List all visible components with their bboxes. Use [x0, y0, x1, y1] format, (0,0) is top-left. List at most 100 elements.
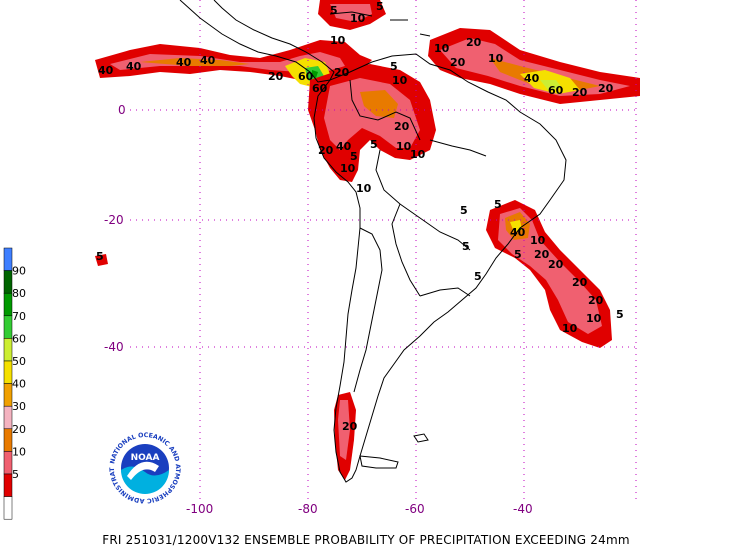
legend-swatch — [3, 496, 13, 520]
contour-label: 20 — [318, 144, 334, 157]
contour-label: 10 — [586, 312, 602, 325]
legend-swatch — [3, 360, 13, 384]
legend-swatch — [3, 405, 13, 430]
contour-label: 20 — [572, 86, 588, 99]
legend-swatch — [3, 247, 13, 271]
contour-label: 10 — [434, 42, 450, 55]
legend-label: 5 — [12, 468, 19, 481]
contour-label: 40 — [524, 72, 540, 85]
legend-swatch — [3, 270, 13, 294]
contour-label: 40 — [176, 56, 192, 69]
lat-label-40s: -40 — [104, 340, 124, 354]
contour-label: 20 — [572, 276, 588, 289]
contour-label: 20 — [334, 66, 350, 79]
contour-label: 20 — [534, 248, 550, 261]
contour-label: 5 — [494, 198, 502, 211]
legend-swatch — [3, 338, 13, 362]
legend-label: 40 — [12, 378, 26, 391]
contour-label: 40 — [510, 226, 526, 239]
longitude-labels: -100 -80 -60 -40 — [186, 502, 533, 516]
lon-label-80w: -80 — [298, 502, 318, 516]
lon-label-40w: -40 — [513, 502, 533, 516]
contour-label: 5 — [350, 150, 358, 163]
noaa-logo: NATIONAL OCEANIC AND ATMOSPHERIC ADMINIS… — [104, 427, 186, 509]
falkland-islands — [413, 433, 429, 443]
contour-label: 5 — [474, 270, 482, 283]
legend-swatch — [3, 451, 13, 475]
contour-labels: 5 10 5 10 10 20 40 40 40 40 20 60 20 60 … — [96, 0, 624, 433]
contour-label: 10 — [350, 12, 366, 25]
country-borders — [349, 79, 487, 393]
contour-label: 5 — [462, 240, 470, 253]
contour-label: 10 — [396, 140, 412, 153]
legend-swatch — [3, 292, 13, 317]
contour-label: 20 — [394, 120, 410, 133]
contour-label: 10 — [530, 234, 546, 247]
contour-label: 5 — [370, 138, 378, 151]
legend-label: 30 — [12, 400, 26, 413]
noaa-bird-icon — [127, 461, 159, 480]
contour-label: 5 — [390, 60, 398, 73]
precip-area-pacific-band-core — [140, 58, 250, 66]
lat-label-0: 0 — [118, 103, 126, 117]
contour-label: 10 — [562, 322, 578, 335]
precip-area-colombia-inner — [324, 78, 420, 150]
legend-swatch — [3, 428, 13, 452]
contour-label: 40 — [200, 54, 216, 67]
contour-label: 20 — [268, 70, 284, 83]
legend-label: 50 — [12, 355, 26, 368]
noaa-logo-text: NOAA — [131, 453, 160, 463]
precip-area-atlantic-band-inner — [440, 38, 630, 96]
legend-label: 90 — [12, 265, 26, 278]
color-legend: 90 80 70 60 50 40 30 20 10 5 — [3, 247, 26, 520]
precip-shading — [95, 0, 640, 480]
contour-label: 60 — [298, 70, 314, 83]
contour-label: 40 — [126, 60, 142, 73]
legend-label: 60 — [12, 332, 26, 345]
contour-label: 5 — [460, 204, 468, 217]
contour-label: 5 — [376, 0, 384, 13]
contour-label: 40 — [98, 64, 114, 77]
lon-label-100w: -100 — [186, 502, 213, 516]
tierra-del-fuego — [359, 455, 399, 469]
legend-label: 80 — [12, 287, 26, 300]
map-footer-title: FRI 251031/1200V132 ENSEMBLE PROBABILITY… — [102, 533, 630, 547]
precip-area-colombia-core — [360, 90, 398, 118]
precip-area-se-brazil-inner — [498, 208, 602, 334]
contour-label: 20 — [342, 420, 358, 433]
legend-label: 10 — [12, 445, 26, 458]
lat-lon-grid — [130, 0, 640, 500]
contour-label: 5 — [96, 250, 104, 263]
lon-label-60w: -60 — [405, 502, 425, 516]
latitude-labels: 0 -20 -40 — [104, 103, 126, 354]
contour-label: 10 — [340, 162, 356, 175]
central-america-coast — [179, 0, 335, 83]
legend-swatch — [3, 383, 13, 407]
legend-swatch — [3, 315, 13, 339]
contour-label: 5 — [514, 248, 522, 261]
precip-area-caribbean-inner — [330, 4, 372, 22]
contour-label: 10 — [330, 34, 346, 47]
contour-label: 20 — [598, 82, 614, 95]
contour-label: 5 — [330, 4, 338, 17]
precip-area-patagonia-inner — [338, 400, 350, 460]
coastlines — [179, 0, 567, 483]
caribbean-islands — [329, 11, 431, 37]
precip-area-atlantic-max — [540, 80, 562, 90]
precip-area-pacific-spot — [95, 254, 108, 266]
contour-label: 10 — [356, 182, 372, 195]
legend-swatch — [3, 473, 13, 497]
legend-label: 20 — [12, 423, 26, 436]
contour-label: 60 — [548, 84, 564, 97]
lat-label-20s: -20 — [104, 213, 124, 227]
contour-label: 20 — [450, 56, 466, 69]
legend-label: 70 — [12, 310, 26, 323]
contour-label: 20 — [548, 258, 564, 271]
contour-label: 60 — [312, 82, 328, 95]
contour-label: 20 — [466, 36, 482, 49]
contour-label: 10 — [392, 74, 408, 87]
contour-label: 20 — [588, 294, 604, 307]
contour-label: 10 — [488, 52, 504, 65]
